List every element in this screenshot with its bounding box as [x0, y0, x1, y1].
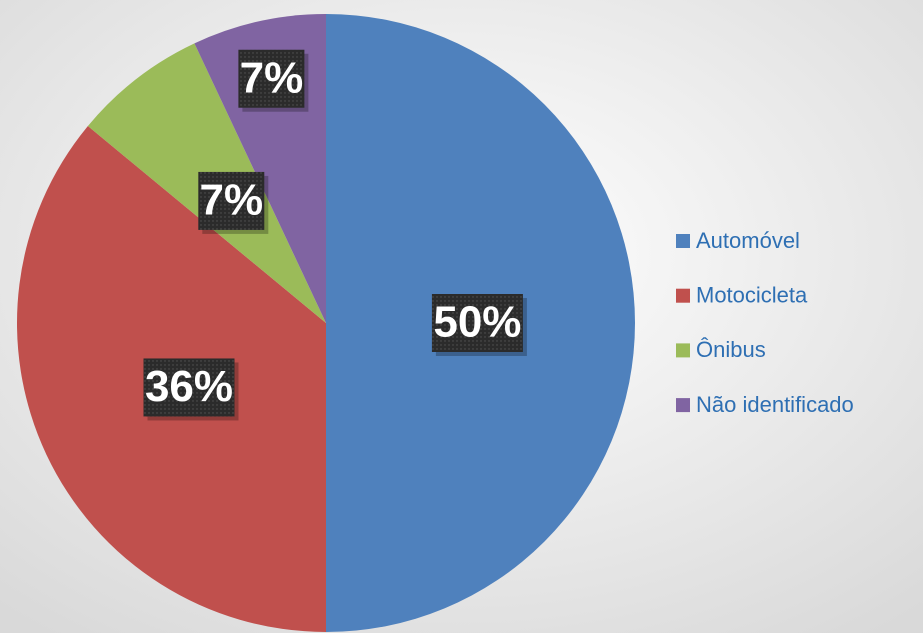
- data-label: 7%: [240, 53, 304, 102]
- legend-swatch: [676, 398, 690, 413]
- legend-swatch: [676, 343, 690, 358]
- legend-label: Automóvel: [696, 228, 800, 253]
- label-box: [198, 171, 265, 230]
- label-box: [431, 294, 523, 352]
- legend-label: Ônibus: [696, 337, 766, 362]
- legend-label: Não identificado: [696, 392, 854, 417]
- data-label: 7%: [200, 176, 264, 225]
- data-label: 36%: [145, 362, 233, 411]
- label-box: [238, 49, 305, 108]
- data-label: 50%: [433, 298, 521, 347]
- legend-label: Motocicleta: [696, 283, 808, 308]
- label-box: [143, 358, 235, 417]
- legend-swatch: [676, 234, 690, 248]
- legend-swatch: [676, 288, 690, 303]
